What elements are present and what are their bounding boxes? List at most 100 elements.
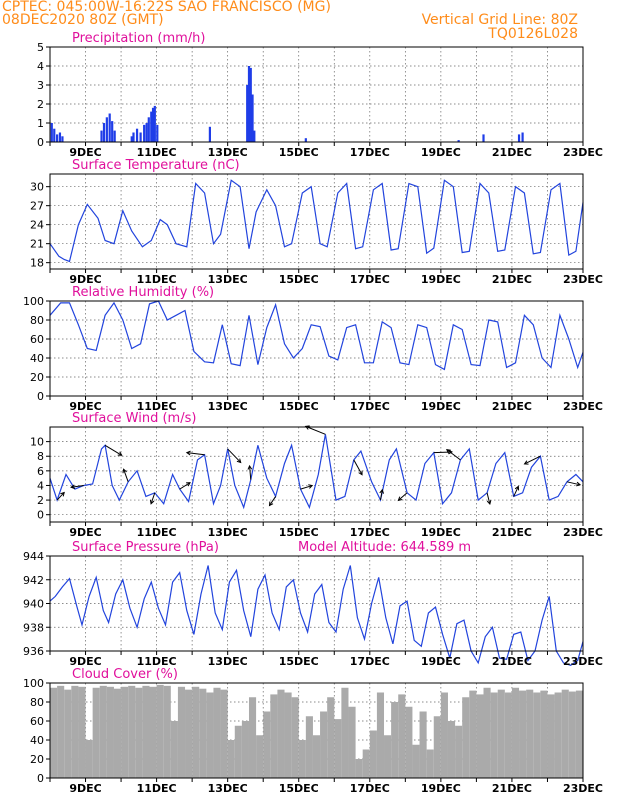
- model-id-label: TQ0126L028: [488, 26, 578, 42]
- cloud-bar: [384, 735, 392, 778]
- wind-arrow-head: [448, 449, 453, 455]
- wind-arrow: [227, 448, 242, 463]
- precip-bar: [145, 123, 148, 142]
- x-tick-label: 19DEC: [421, 273, 461, 286]
- cloud-bar: [305, 716, 313, 778]
- x-tick-label: 17DEC: [350, 782, 390, 795]
- cloud-bar: [554, 692, 562, 778]
- wind-arrow: [269, 496, 277, 506]
- cloud-bar: [50, 687, 58, 778]
- wind-arrow: [186, 452, 205, 456]
- x-tick-label: 11DEC: [137, 655, 177, 668]
- wind-arrow: [379, 489, 383, 501]
- x-tick-label: 9DEC: [69, 526, 101, 539]
- cloud-bar: [142, 685, 150, 778]
- wind-arrow: [305, 425, 326, 435]
- cloud-bar: [85, 740, 93, 778]
- x-tick-label: 17DEC: [350, 526, 390, 539]
- y-tick-label: 2: [37, 494, 44, 507]
- x-tick-label: 9DEC: [69, 655, 101, 668]
- panel-title: Surface Temperature (nC): [72, 158, 240, 173]
- cloud-bar: [298, 740, 306, 778]
- cloud-bar: [526, 689, 534, 778]
- x-tick-label: 9DEC: [69, 782, 101, 795]
- precip-bar: [517, 134, 521, 142]
- cloud-bar: [213, 687, 221, 778]
- cloud-bar: [504, 692, 512, 778]
- x-tick-label: 15DEC: [279, 146, 319, 159]
- wind-arrow: [433, 451, 452, 454]
- y-tick-label: 4: [37, 479, 44, 492]
- series-line: [49, 434, 584, 510]
- wind-arrow-head: [514, 485, 520, 491]
- cloud-bar: [348, 706, 356, 778]
- x-tick-label: 13DEC: [208, 400, 248, 413]
- wind-arrow: [104, 444, 122, 456]
- x-tick-label: 17DEC: [350, 400, 390, 413]
- precip-bar: [61, 136, 64, 142]
- x-tick-label: 21DEC: [492, 273, 532, 286]
- x-tick-label: 23DEC: [563, 146, 603, 159]
- cloud-bar: [256, 735, 264, 778]
- x-tick-label: 19DEC: [421, 146, 461, 159]
- cloud-bar: [391, 702, 399, 778]
- cloud-bar: [227, 740, 235, 778]
- x-tick-label: 11DEC: [137, 273, 177, 286]
- wind-arrow-head: [149, 499, 155, 505]
- cloud-bar: [575, 690, 583, 778]
- panel-5: 0 20 40 60 80 100 9DEC 11DEC 13DEC 15DEC 17DEC 19DE…: [23, 667, 603, 795]
- precip-bar: [253, 130, 256, 142]
- x-tick-label: 17DEC: [350, 146, 390, 159]
- x-tick-label: 11DEC: [137, 400, 177, 413]
- precip-bar: [132, 132, 135, 142]
- y-tick-label: 20: [30, 753, 44, 766]
- precip-bar: [482, 134, 485, 142]
- cloud-bar: [135, 687, 143, 778]
- precip-bar: [100, 130, 103, 142]
- precip-bar: [151, 107, 155, 142]
- precip-bar: [50, 123, 53, 142]
- precip-bar: [457, 140, 460, 142]
- wind-arrow-head: [523, 460, 529, 465]
- wind-arrow-head: [268, 501, 274, 507]
- cloud-bar: [426, 749, 434, 778]
- cloud-bar: [234, 725, 242, 778]
- x-tick-label: 19DEC: [421, 526, 461, 539]
- precip-bar: [150, 111, 153, 142]
- cloud-bar: [121, 686, 129, 778]
- y-tick-label: 30: [30, 181, 44, 194]
- wind-arrow: [179, 482, 191, 490]
- panel-title: Surface Pressure (hPa): [72, 540, 219, 555]
- cloud-bar: [106, 686, 114, 778]
- cloud-bar: [92, 687, 100, 778]
- y-tick-label: 40: [30, 352, 44, 365]
- x-tick-label: 17DEC: [350, 273, 390, 286]
- wind-arrow-head: [247, 464, 253, 470]
- precip-bar: [58, 132, 62, 142]
- cloud-bar: [405, 706, 413, 778]
- panel-4: 936 938 940 942 944 9DEC 11DEC 13DEC 15DEC 17DEC 1…: [23, 540, 603, 668]
- y-tick-label: 942: [23, 574, 44, 587]
- cloud-bar: [362, 749, 370, 778]
- x-tick-label: 15DEC: [279, 655, 319, 668]
- y-tick-label: 60: [30, 715, 44, 728]
- cloud-bar: [455, 725, 463, 778]
- x-tick-label: 9DEC: [69, 146, 101, 159]
- x-tick-label: 21DEC: [492, 526, 532, 539]
- precip-bar: [108, 113, 111, 142]
- x-tick-label: 15DEC: [279, 526, 319, 539]
- x-tick-label: 15DEC: [279, 400, 319, 413]
- cloud-bar: [447, 721, 456, 778]
- cloud-bar: [433, 716, 441, 778]
- cloud-bar: [320, 711, 328, 778]
- wind-arrow: [300, 485, 313, 490]
- y-tick-label: 4: [37, 60, 44, 73]
- cloud-bar: [412, 744, 420, 778]
- y-tick-label: 0: [37, 136, 44, 149]
- cloud-bar: [398, 694, 406, 778]
- cloud-bar: [64, 689, 72, 778]
- wind-arrow: [513, 486, 519, 497]
- cloud-bar: [334, 719, 342, 778]
- cloud-bar: [519, 690, 527, 778]
- cloud-bar: [57, 685, 65, 778]
